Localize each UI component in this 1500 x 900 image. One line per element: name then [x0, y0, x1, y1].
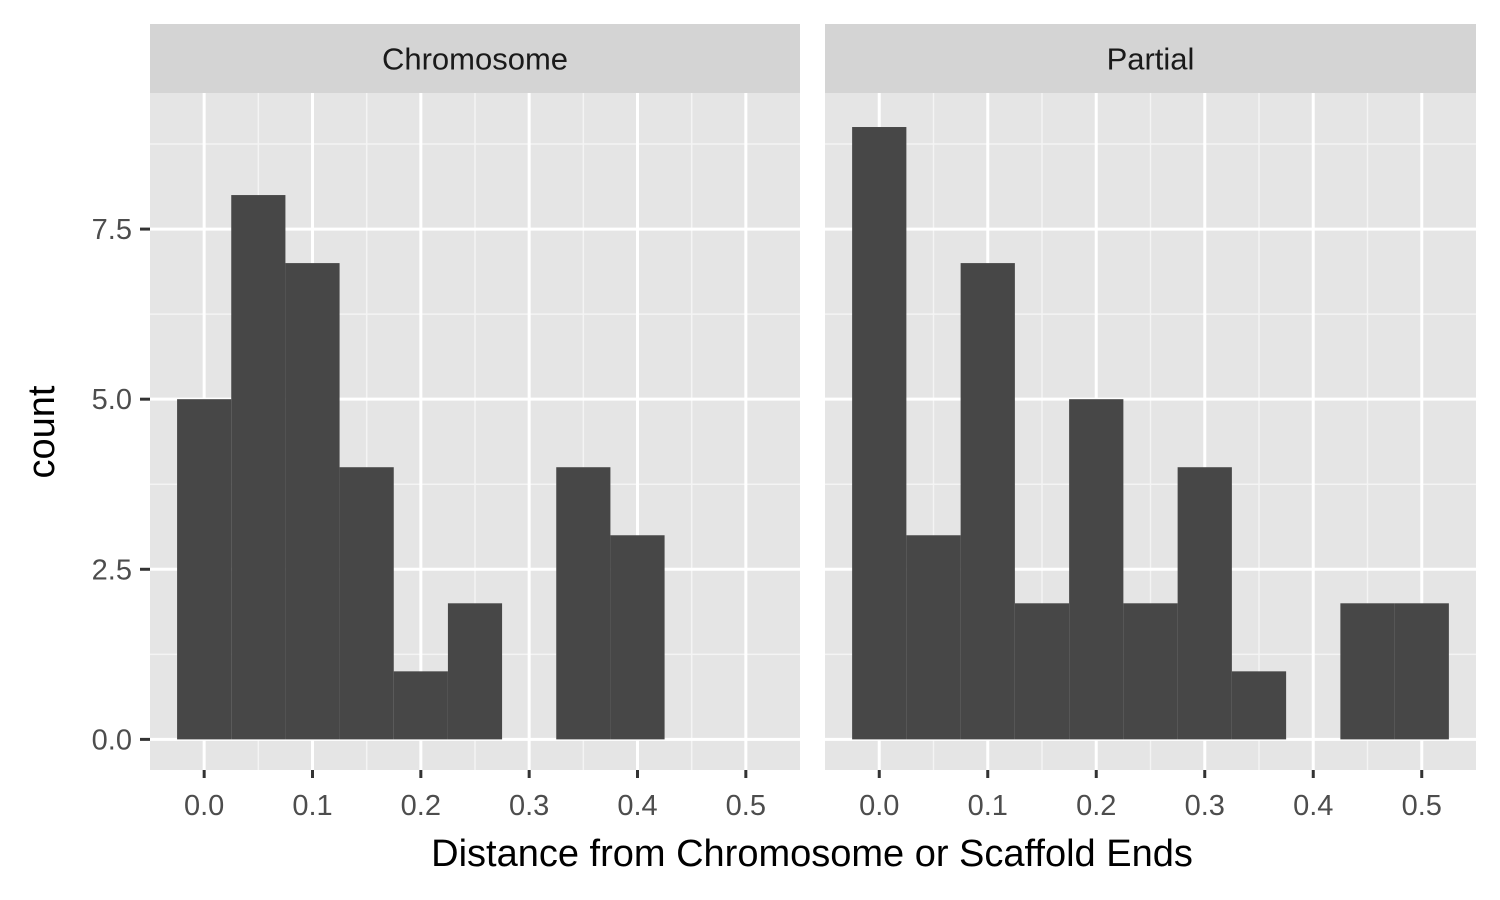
facet-strip-label: Chromosome: [382, 42, 568, 77]
facet-partial: Partial 0.0 0.1 0.2 0.3 0.4 0.5: [825, 24, 1476, 822]
y-tick-label: 0.0: [92, 724, 132, 756]
facet-strip-label: Partial: [1107, 42, 1195, 77]
x-tick-label: 0.2: [1076, 790, 1116, 822]
histogram-bar: [960, 263, 1015, 740]
histogram-bar: [906, 535, 961, 740]
histogram-bar: [231, 195, 286, 740]
histogram-bar: [556, 467, 611, 740]
y-tick-label: 7.5: [92, 214, 132, 246]
histogram-bar: [285, 263, 340, 740]
histogram-bar: [339, 467, 394, 740]
histogram-bar: [1123, 603, 1178, 740]
facet-strip: [825, 24, 1476, 93]
x-tick-label: 0.5: [726, 790, 766, 822]
facet-strip: [150, 24, 800, 93]
x-tick-label: 0.5: [1402, 790, 1442, 822]
histogram-bar: [852, 127, 907, 740]
histogram-bar: [1231, 671, 1287, 740]
x-tick-label: 0.3: [1185, 790, 1225, 822]
x-tick-label: 0.4: [617, 790, 657, 822]
histogram-bar: [393, 671, 448, 740]
histogram-bar: [447, 603, 503, 740]
histogram-bar: [177, 399, 232, 740]
histogram-bar: [1014, 603, 1070, 740]
x-tick-label: 0.1: [292, 790, 332, 822]
x-tick-label: 0.0: [859, 790, 899, 822]
x-tick-label: 0.4: [1293, 790, 1333, 822]
x-tick-label: 0.3: [509, 790, 549, 822]
x-axis-title: Distance from Chromosome or Scaffold End…: [431, 833, 1193, 875]
histogram-bar: [1340, 603, 1395, 740]
x-tick-label: 0.1: [968, 790, 1008, 822]
y-tick-label: 2.5: [92, 554, 132, 586]
histogram-bar: [1069, 399, 1124, 740]
x-tick-label: 0.0: [184, 790, 224, 822]
histogram-bar: [610, 535, 665, 740]
facet-panels: Chromosome 0.0 0.1 0.2 0.3 0.4 0.5 Partial 0.0 0.…: [150, 24, 1476, 822]
histogram-bar: [1394, 603, 1449, 740]
histogram-bar: [1177, 467, 1232, 740]
x-tick-label: 0.2: [401, 790, 441, 822]
y-axis-title: count: [21, 385, 63, 478]
y-tick-label: 5.0: [92, 384, 132, 416]
y-axis: 0.0 2.5 5.0 7.5: [92, 214, 150, 756]
facet-chromosome: Chromosome 0.0 0.1 0.2 0.3 0.4 0.5: [150, 24, 800, 822]
